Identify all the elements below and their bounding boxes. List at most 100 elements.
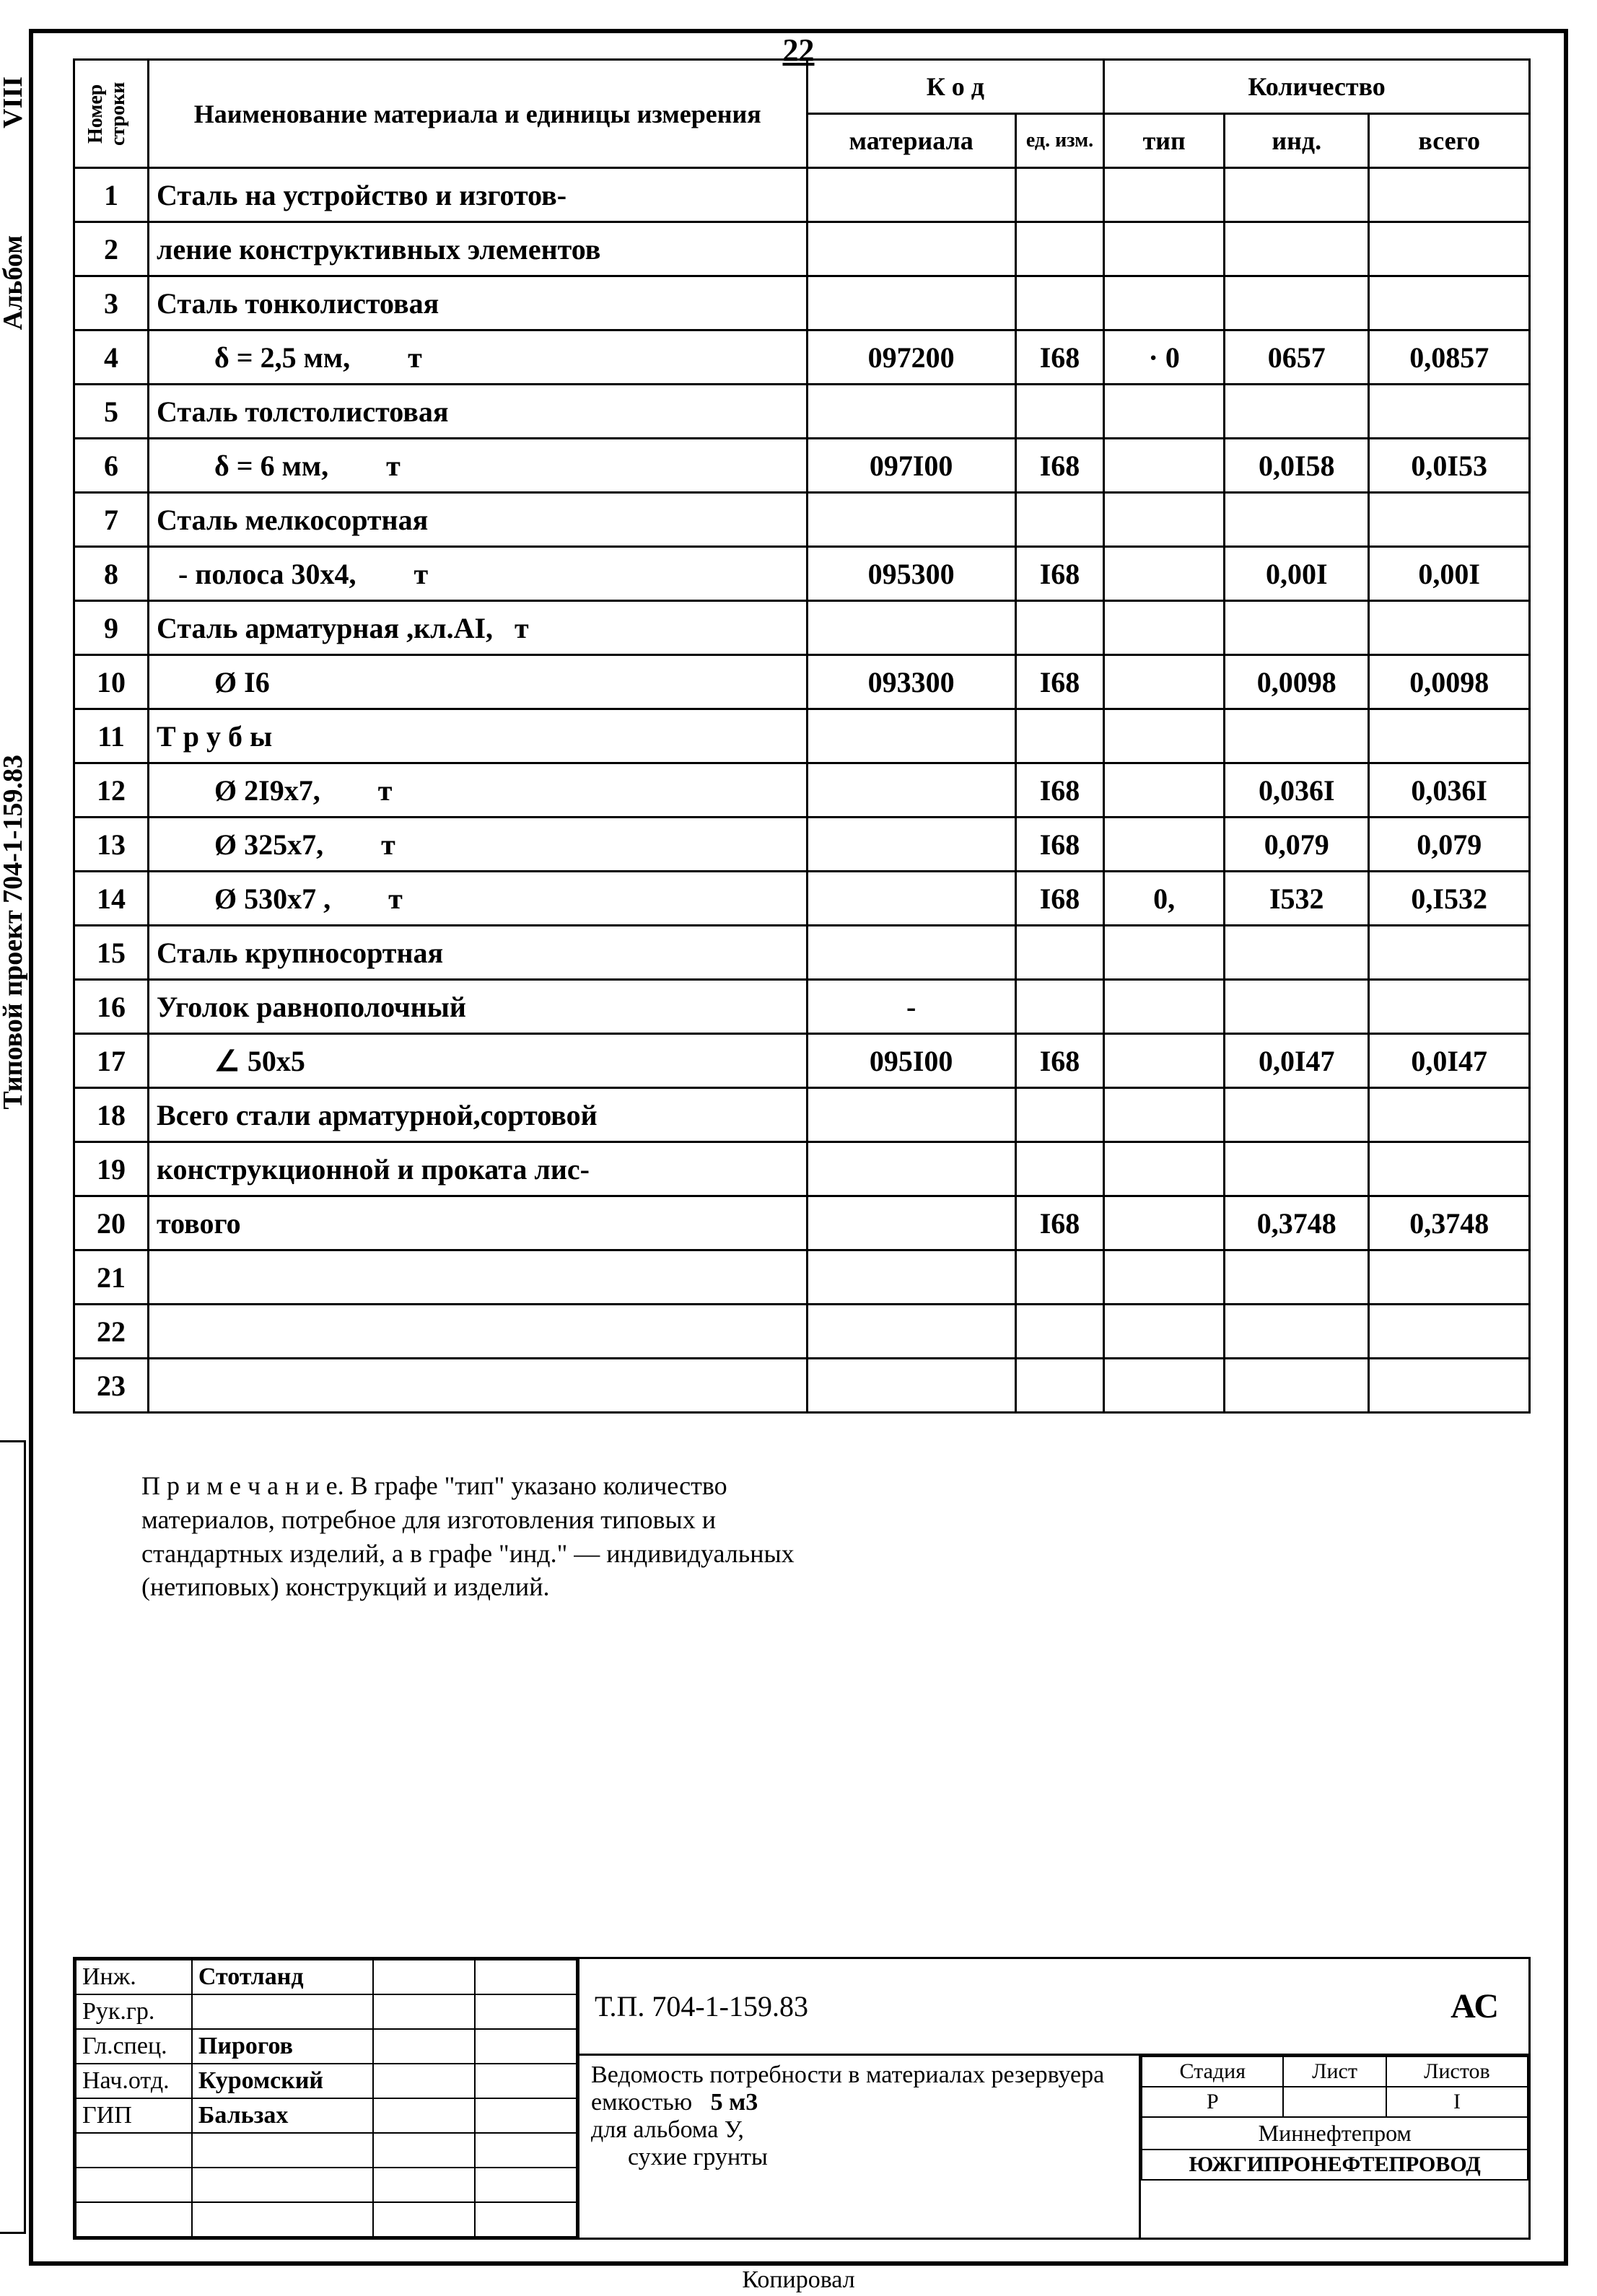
row-material-code — [807, 1305, 1015, 1359]
role-name: Стотланд — [192, 1960, 373, 1994]
signature-row: Нач.отд.Куромский — [76, 2064, 577, 2098]
row-num: 1 — [74, 168, 149, 222]
row-name — [149, 1359, 807, 1413]
row-total — [1369, 1088, 1530, 1142]
row-ind: 0,0I58 — [1225, 439, 1369, 493]
listov-value: I — [1386, 2087, 1528, 2117]
row-unit-code — [1015, 385, 1103, 439]
row-tip — [1104, 168, 1225, 222]
row-total — [1369, 1305, 1530, 1359]
row-total — [1369, 709, 1530, 763]
role-name: Бальзах — [192, 2098, 373, 2133]
row-material-code — [807, 1359, 1015, 1413]
row-total — [1369, 168, 1530, 222]
role-name: Куромский — [192, 2064, 373, 2098]
header-tip: тип — [1104, 114, 1225, 168]
table-row: 20товогоI680,37480,3748 — [74, 1196, 1530, 1250]
kopiroval-label: Копировал — [742, 2266, 854, 2294]
table-row: 15Сталь крупносортная — [74, 926, 1530, 980]
row-ind — [1225, 222, 1369, 276]
role-label: ГИП — [76, 2098, 192, 2133]
row-num: 10 — [74, 655, 149, 709]
row-material-code — [807, 601, 1015, 655]
row-unit-code: I68 — [1015, 330, 1103, 385]
row-ind — [1225, 926, 1369, 980]
row-num: 6 — [74, 439, 149, 493]
row-unit-code: I68 — [1015, 547, 1103, 601]
row-tip — [1104, 655, 1225, 709]
side-viii: VIII — [0, 76, 29, 128]
row-unit-code — [1015, 276, 1103, 330]
row-num: 19 — [74, 1142, 149, 1196]
row-num: 8 — [74, 547, 149, 601]
row-unit-code — [1015, 1088, 1103, 1142]
materials-table: Номер строки Наименование материала и ед… — [73, 58, 1531, 1414]
table-row: 16Уголок равнополочный- — [74, 980, 1530, 1034]
role-date — [475, 2098, 577, 2133]
table-body: 1Сталь на устройство и изготов-2ление ко… — [74, 168, 1530, 1413]
row-tip — [1104, 1250, 1225, 1305]
table-row: 22 — [74, 1305, 1530, 1359]
row-unit-code — [1015, 601, 1103, 655]
table-row: 21 — [74, 1250, 1530, 1305]
listov-header: Листов — [1386, 2056, 1528, 2087]
row-total: 0,I532 — [1369, 872, 1530, 926]
row-num: 15 — [74, 926, 149, 980]
row-tip — [1104, 1359, 1225, 1413]
row-name: Сталь толстолистовая — [149, 385, 807, 439]
row-ind — [1225, 168, 1369, 222]
row-name: Сталь мелкосортная — [149, 493, 807, 547]
row-tip — [1104, 980, 1225, 1034]
row-tip — [1104, 276, 1225, 330]
row-tip — [1104, 385, 1225, 439]
row-name: ление конструктивных элементов — [149, 222, 807, 276]
row-num: 9 — [74, 601, 149, 655]
document-page: 22 VIII Альбом Типовой проект 704-1-159.… — [29, 29, 1568, 2266]
row-ind: 0,0I47 — [1225, 1034, 1369, 1088]
row-tip — [1104, 439, 1225, 493]
doc-type-ac: АС — [1298, 1975, 1528, 2038]
row-unit-code: I68 — [1015, 439, 1103, 493]
table-row: 6 δ = 6 мм, т097I00I680,0I580,0I53 — [74, 439, 1530, 493]
header-vsego: всего — [1369, 114, 1530, 168]
row-num: 12 — [74, 763, 149, 818]
row-num: 21 — [74, 1250, 149, 1305]
row-unit-code — [1015, 222, 1103, 276]
role-date — [475, 2029, 577, 2064]
role-date — [475, 1994, 577, 2029]
header-qty: Количество — [1104, 60, 1530, 114]
table-row: 23 — [74, 1359, 1530, 1413]
sheet-info-table: Стадия Лист Листов Р I Миннефтепром ЮЖГИ… — [1141, 2056, 1528, 2181]
row-ind: 0657 — [1225, 330, 1369, 385]
row-name: Уголок равнополочный — [149, 980, 807, 1034]
row-total — [1369, 926, 1530, 980]
row-tip: · 0 — [1104, 330, 1225, 385]
row-ind — [1225, 385, 1369, 439]
row-tip — [1104, 1196, 1225, 1250]
row-material-code — [807, 1088, 1015, 1142]
row-total — [1369, 601, 1530, 655]
row-unit-code: I68 — [1015, 763, 1103, 818]
row-material-code — [807, 763, 1015, 818]
row-unit-code — [1015, 168, 1103, 222]
role-sign — [373, 1960, 475, 1994]
row-tip — [1104, 1142, 1225, 1196]
row-name: Сталь на устройство и изготов- — [149, 168, 807, 222]
header-kod: К о д — [807, 60, 1104, 114]
row-tip — [1104, 547, 1225, 601]
table-row: 5Сталь толстолистовая — [74, 385, 1530, 439]
row-unit-code: I68 — [1015, 872, 1103, 926]
row-unit-code: I68 — [1015, 1196, 1103, 1250]
row-num: 22 — [74, 1305, 149, 1359]
row-ind — [1225, 1359, 1369, 1413]
row-name — [149, 1250, 807, 1305]
row-ind — [1225, 601, 1369, 655]
desc-line2: для альбома У, — [591, 2116, 744, 2143]
row-name: Сталь арматурная ,кл.АI, т — [149, 601, 807, 655]
row-num: 23 — [74, 1359, 149, 1413]
row-ind: 0,00I — [1225, 547, 1369, 601]
role-label: Гл.спец. — [76, 2029, 192, 2064]
signature-row: ГИПБальзах — [76, 2098, 577, 2133]
row-total: 0,0I53 — [1369, 439, 1530, 493]
list-header: Лист — [1283, 2056, 1386, 2087]
